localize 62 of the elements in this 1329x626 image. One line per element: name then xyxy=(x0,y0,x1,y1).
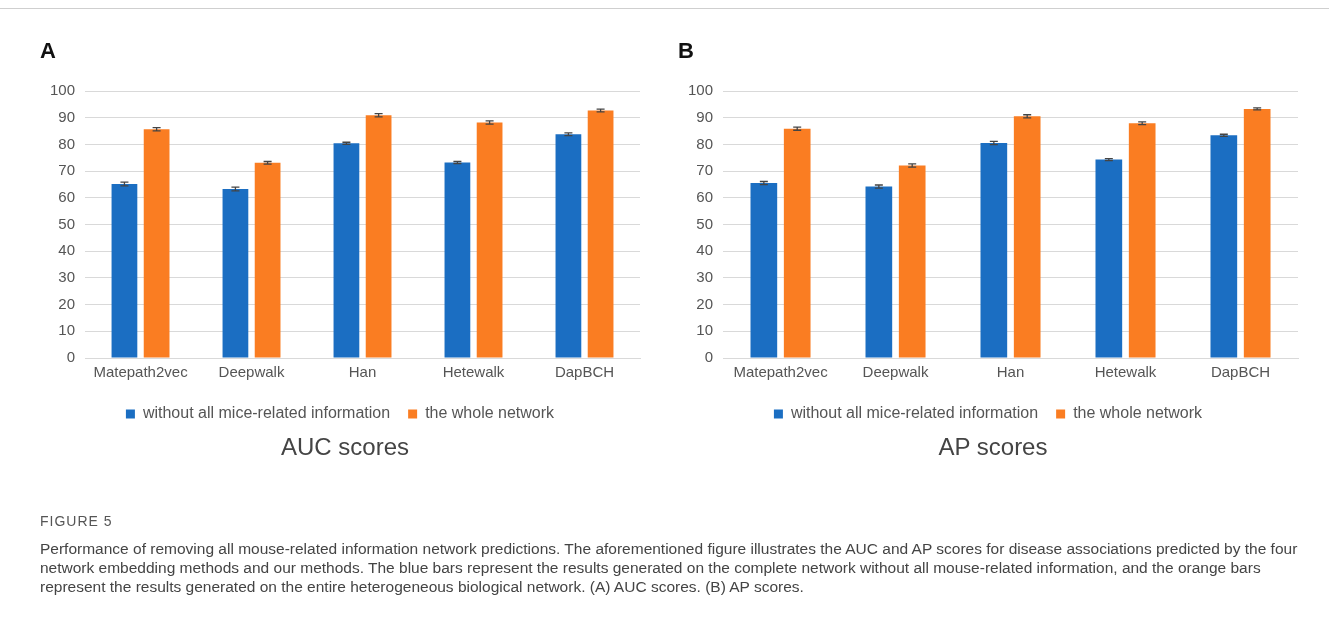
x-tick-label: Han xyxy=(996,363,1025,381)
x-tick-label: Han xyxy=(348,363,377,381)
y-tick-label: 80 xyxy=(58,134,76,152)
bar xyxy=(898,165,926,358)
y-tick-label: 100 xyxy=(688,81,714,99)
y-tick-label: 10 xyxy=(696,321,714,339)
bar xyxy=(783,128,811,358)
text: AUC scores xyxy=(280,433,410,461)
text: A xyxy=(40,38,56,64)
y-tick-label: 0 xyxy=(704,348,714,366)
y-tick-label: 50 xyxy=(696,214,714,232)
y-tick-label: 50 xyxy=(58,214,76,232)
text: AP scores xyxy=(937,433,1049,461)
y-tick-label: 90 xyxy=(696,107,714,125)
x-tick-label: DapBCH xyxy=(1210,363,1271,381)
x-tick-label: Matepath2vec xyxy=(733,363,829,381)
bar xyxy=(1243,108,1271,358)
bar xyxy=(111,183,138,358)
x-tick-label: Hetewalk xyxy=(1094,363,1157,381)
legend-label: without all mice-related information xyxy=(789,404,1039,422)
bar xyxy=(1013,116,1041,358)
y-tick-label: 20 xyxy=(58,294,76,312)
bar xyxy=(333,143,360,358)
bar xyxy=(587,110,614,358)
bar xyxy=(1095,159,1123,358)
legend-label: the whole network xyxy=(1073,404,1204,422)
x-tick-label: Deepwalk xyxy=(862,363,929,381)
y-tick-label: 70 xyxy=(58,161,76,179)
bar xyxy=(254,162,281,358)
bar xyxy=(365,115,392,358)
y-tick-label: 40 xyxy=(696,241,714,259)
bar xyxy=(1210,135,1238,358)
caption: FIGURE 5 xyxy=(40,512,114,531)
x-tick-label: DapBCH xyxy=(554,363,615,381)
bar xyxy=(476,122,503,358)
bar xyxy=(555,134,582,358)
y-tick-label: 20 xyxy=(696,294,714,312)
x-tick-label: Hetewalk xyxy=(442,363,505,381)
x-tick-label: Deepwalk xyxy=(218,363,285,381)
bar xyxy=(143,129,170,358)
y-tick-label: 10 xyxy=(58,321,76,339)
text: B xyxy=(678,38,694,64)
y-tick-label: 30 xyxy=(58,268,76,286)
y-tick-label: 70 xyxy=(696,161,714,179)
legend-label: the whole network xyxy=(425,404,556,422)
y-tick-label: 100 xyxy=(50,81,76,99)
bar xyxy=(1128,123,1156,358)
text: Performance of removing all mouse-related information network predictions. The aforementioned figure illustrates the AUC and AP scores for disease associations predicted by the four network embedding methods and our methods. The blue bars represent the results generated on the complete network without all mouse-related information, and the orange bars represent the results generated on the entire heterogeneous biological network. (A) AUC scores. (B) AP scores. xyxy=(40,539,1299,596)
y-tick-label: 60 xyxy=(696,187,714,205)
legend-label: without all mice-related information xyxy=(141,404,391,422)
bar xyxy=(222,188,249,358)
y-tick-label: 60 xyxy=(58,187,76,205)
y-tick-label: 40 xyxy=(58,241,76,259)
y-tick-label: 90 xyxy=(58,107,76,125)
bar xyxy=(865,186,893,358)
x-tick-label: Matepath2vec xyxy=(93,363,189,381)
y-tick-label: 80 xyxy=(696,134,714,152)
y-tick-label: 30 xyxy=(696,268,714,286)
y-tick-label: 0 xyxy=(66,348,76,366)
bar xyxy=(444,162,471,358)
bar xyxy=(750,183,778,358)
bar xyxy=(980,143,1008,358)
